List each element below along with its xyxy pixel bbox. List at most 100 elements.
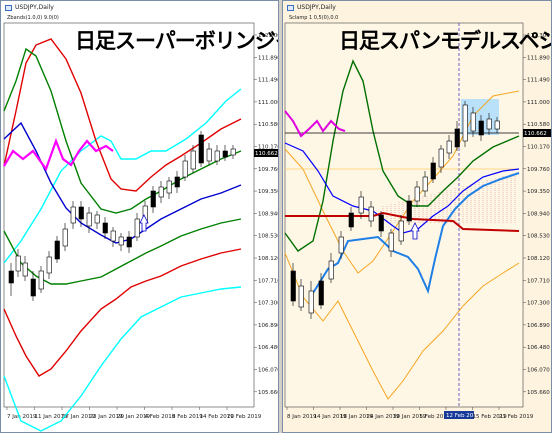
y-tick-label: 108.120 <box>258 256 279 262</box>
candle-body <box>166 180 172 194</box>
candle-body <box>230 148 236 156</box>
candle-body <box>198 134 204 164</box>
candle-body <box>438 148 444 168</box>
x-tick-label: 17 Jan 2019 <box>62 414 95 420</box>
x-tick-label: 8 Jan 2019 <box>287 414 317 420</box>
candle-body <box>338 236 344 254</box>
candle-body <box>406 200 412 222</box>
band-minus2-line <box>3 248 242 377</box>
y-tick-label: 110.170 <box>527 145 550 151</box>
chart-window-icon <box>5 5 12 11</box>
candle-body <box>222 150 228 158</box>
x-tick-label: 30 Jan 2019 <box>393 414 426 420</box>
candle-body <box>388 232 394 252</box>
chart-window-icon <box>287 5 294 11</box>
left-chart-title: 日足スーパーボリンジャー <box>75 29 278 53</box>
candle-body <box>38 270 44 290</box>
y-tick-label: 110.580 <box>258 122 279 128</box>
candle-body <box>308 290 314 314</box>
buy-arrow-icon <box>139 214 149 232</box>
orange-lower-band <box>284 252 520 400</box>
x-tick-label: 23 Jan 2019 <box>90 414 123 420</box>
candle-body <box>348 212 354 228</box>
cursor-date-label: 12 Feb 2019 <box>446 413 481 419</box>
buy-arrow-icon <box>410 222 420 240</box>
right-chart-indicator-label: Sclamp 1 0,5(0),0.0 <box>289 15 339 21</box>
y-tick-label: 109.760 <box>258 167 279 173</box>
candle-body <box>126 236 132 248</box>
left-chart-plot[interactable]: 112.300 111.890 111.490 111.000 110.580 110.1… <box>1 1 279 433</box>
candle-body <box>494 120 500 130</box>
green-line <box>284 59 520 252</box>
candle-body <box>318 280 324 306</box>
x-tick-label: 5 Feb 2019 <box>420 414 451 420</box>
candle-body <box>118 236 124 246</box>
y-tick-label: 109.350 <box>527 189 550 195</box>
candle-body <box>158 186 164 198</box>
y-tick-label: 110.170 <box>258 145 279 151</box>
x-tick-label: 14 Jan 2019 <box>314 414 347 420</box>
price-label-box <box>523 129 551 137</box>
x-tick-label: 24 Jan 2019 <box>367 414 400 420</box>
y-tick-label: 107.300 <box>258 301 279 307</box>
candle-body <box>86 212 92 227</box>
x-tick-label: 29 Jan 2019 <box>117 414 150 420</box>
right-chart-symbol: USDJPY,Daily <box>297 4 336 11</box>
x-tick-label: 15 Feb 2019 <box>473 414 508 420</box>
span-line <box>312 172 520 295</box>
candle-body <box>8 270 14 284</box>
candle-body <box>94 214 100 224</box>
candle-body <box>486 118 492 130</box>
x-tick-label: 4 Feb 2019 <box>145 414 176 420</box>
cursor-date-box <box>444 411 474 419</box>
candle-body <box>398 220 404 242</box>
chikou-span-line <box>3 137 114 172</box>
candle-body <box>30 278 36 297</box>
y-tick-label: 111.000 <box>527 100 550 106</box>
y-tick-label: 106.890 <box>258 323 279 329</box>
x-tick-label: 20 Feb 2019 <box>227 414 262 420</box>
candle-body <box>430 162 436 180</box>
candle-body <box>70 206 76 224</box>
candle-body <box>454 128 460 148</box>
y-tick-label: 109.760 <box>527 167 550 173</box>
y-tick-label: 107.300 <box>527 301 550 307</box>
chikou-span-line <box>284 110 346 138</box>
candle-body <box>190 150 196 170</box>
price-label-text: 110.662 <box>255 151 278 157</box>
y-tick-label: 111.890 <box>527 55 550 61</box>
y-tick-label: 111.490 <box>527 78 550 84</box>
candle-body <box>298 285 304 308</box>
y-tick-label: 108.940 <box>258 211 279 217</box>
x-tick-label: 18 Jan 2019 <box>340 414 373 420</box>
y-tick-label: 107.710 <box>258 278 279 284</box>
price-label-text: 110.662 <box>524 131 547 137</box>
candle-body <box>62 228 68 247</box>
y-tick-label: 108.530 <box>527 234 550 240</box>
candle-body <box>358 196 364 214</box>
right-chart-plot[interactable]: 112.300 111.890 111.490 111.000 110.580 110.1… <box>283 1 552 433</box>
left-chart-indicator-label: Zbands(1.0,0) 9.0(0) <box>7 15 59 21</box>
candle-body <box>54 240 60 260</box>
candle-body <box>470 112 476 132</box>
band-plus2-line <box>3 38 242 192</box>
candle-body <box>206 148 212 162</box>
y-tick-label: 107.710 <box>527 278 550 284</box>
band-plus1-line <box>3 47 242 214</box>
candle-body <box>214 150 220 162</box>
left-chart-window[interactable]: USDJPY,Daily Zbands(1.0,0) 9.0(0) 112.30… <box>0 0 279 433</box>
candle-body <box>414 186 420 202</box>
candle-body <box>290 270 296 302</box>
candle-body <box>378 214 384 232</box>
candle-body <box>446 140 452 154</box>
x-tick-label: 7 Jan 2019 <box>7 414 37 420</box>
y-tick-label: 106.480 <box>258 345 279 351</box>
candle-body <box>102 222 108 234</box>
right-chart-title: 日足スパンモデルスペシャル <box>339 29 551 53</box>
y-tick-label: 106.890 <box>527 323 550 329</box>
x-tick-label: 8 Feb 2019 <box>172 414 203 420</box>
right-chart-window[interactable]: USDJPY,Daily Sclamp 1 0,5(0),0.0 112.300… <box>282 0 552 433</box>
y-tick-label: 108.940 <box>527 211 550 217</box>
candle-body <box>328 260 334 280</box>
y-tick-label: 106.070 <box>258 368 279 374</box>
